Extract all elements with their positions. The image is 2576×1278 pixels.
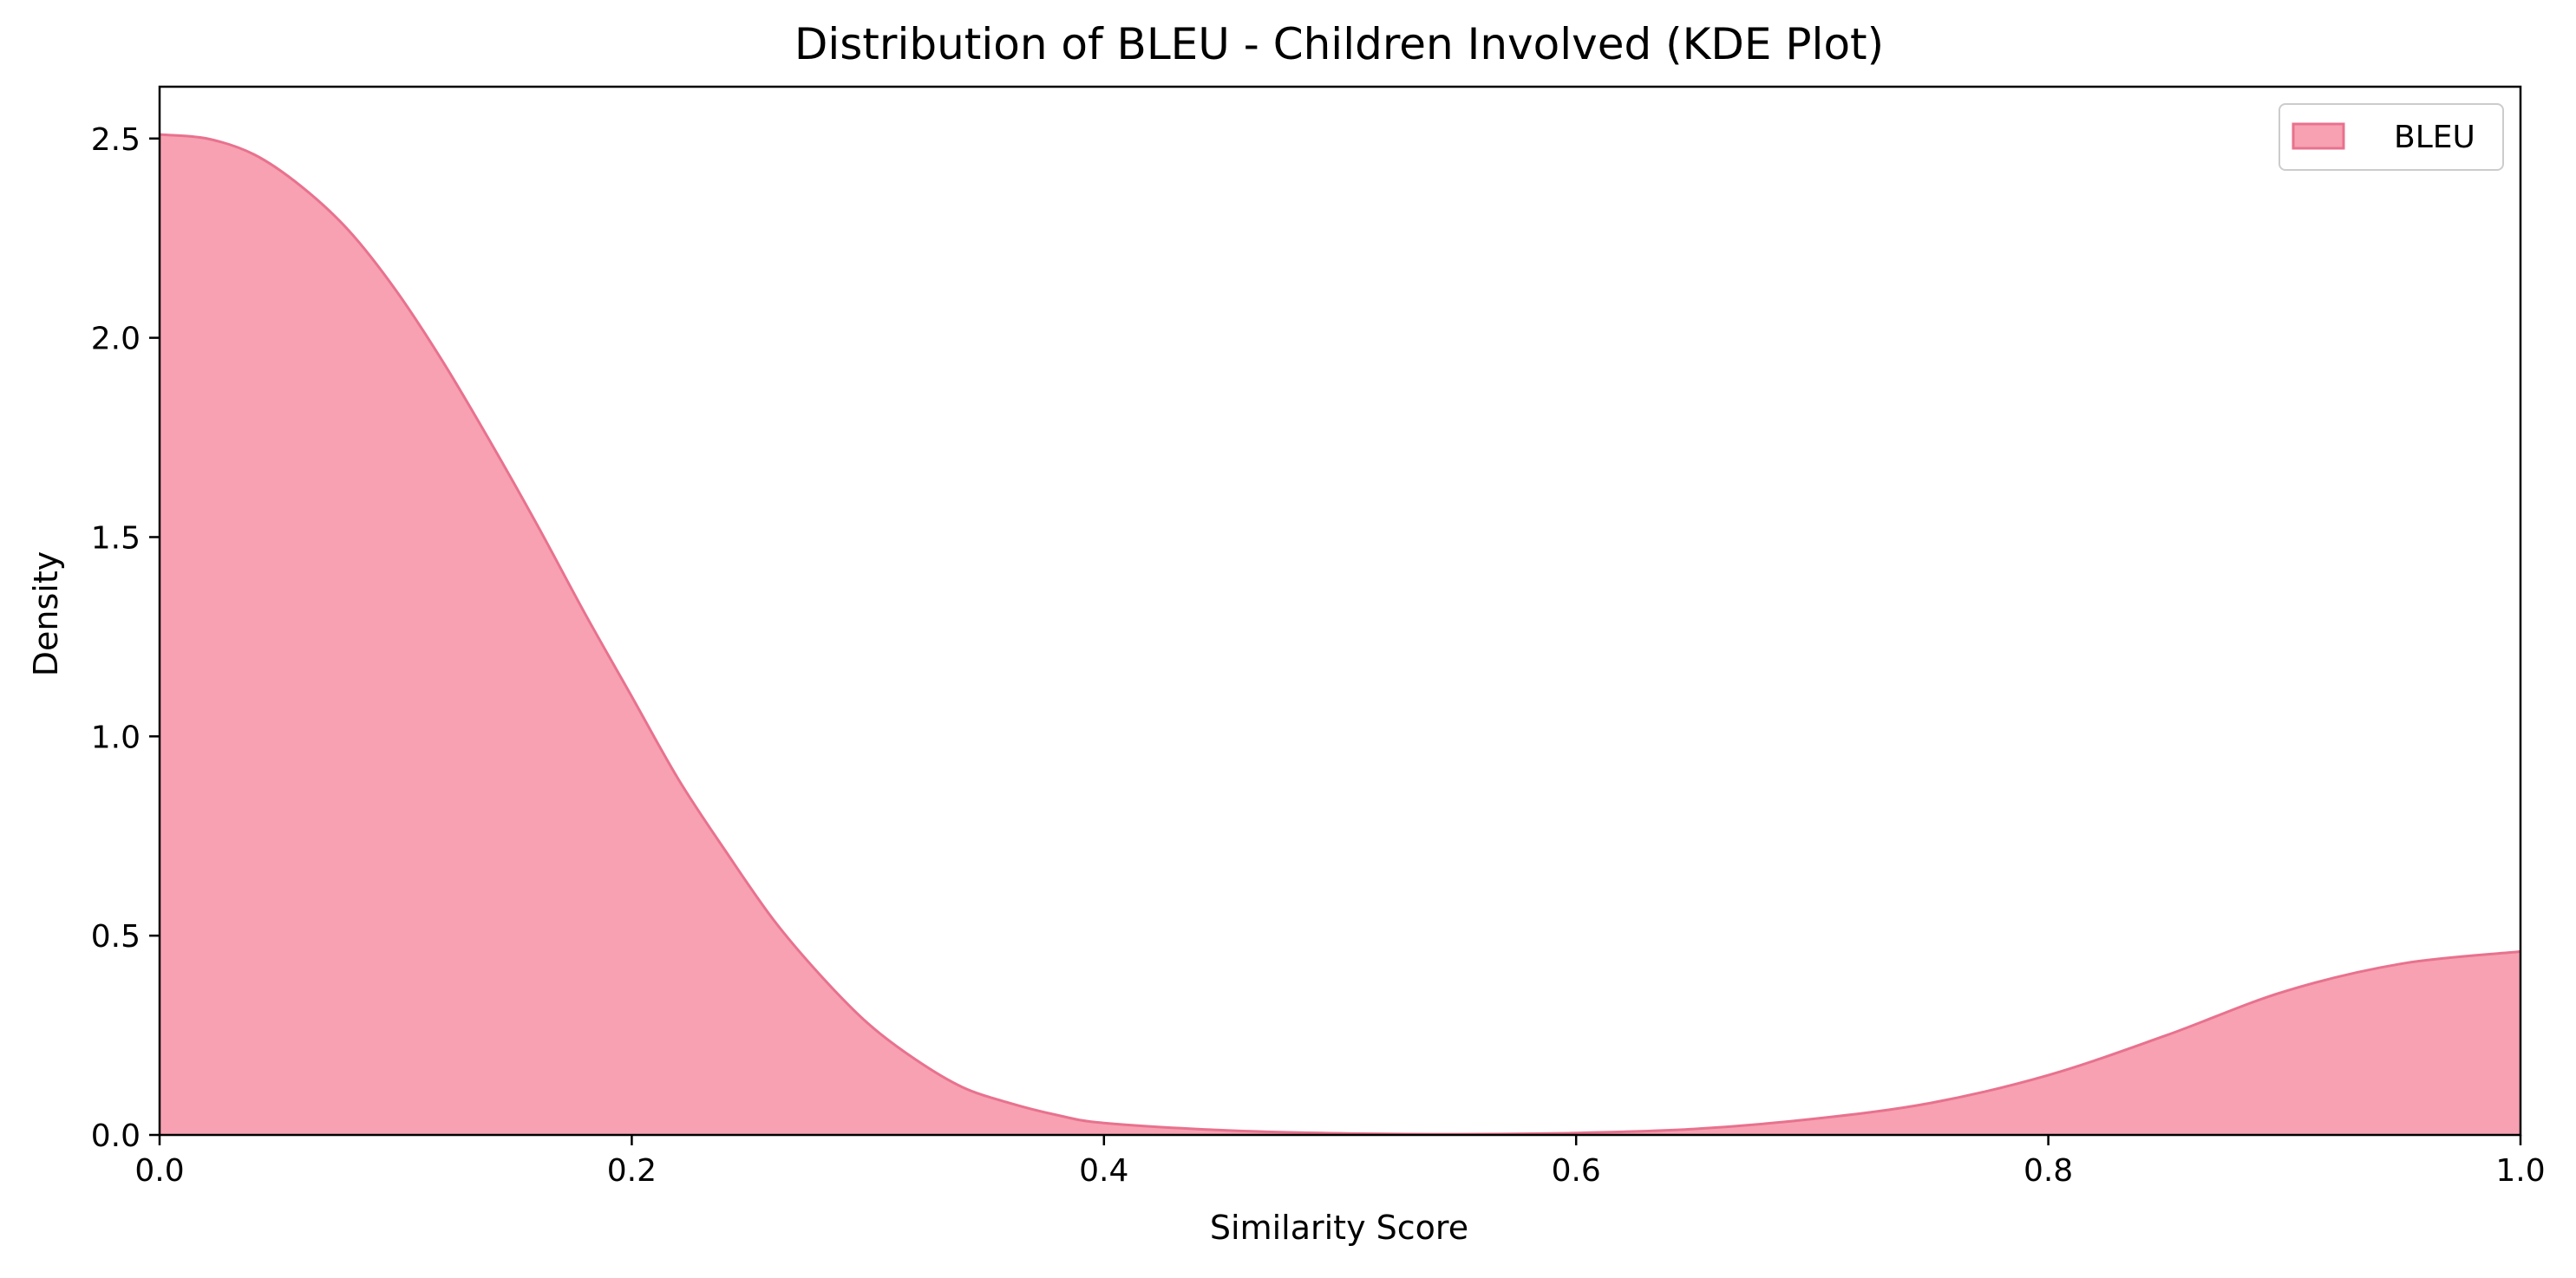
y-tick-label: 2.0 (91, 322, 141, 357)
legend: BLEU (2279, 103, 2504, 171)
y-tick-label: 2.5 (91, 122, 141, 158)
y-tick-label: 1.5 (91, 520, 141, 556)
x-axis-label: Similarity Score (1210, 1209, 1468, 1247)
legend-box (2279, 103, 2504, 171)
legend-swatch (2292, 122, 2345, 150)
y-tick-label: 0.0 (91, 1118, 141, 1154)
x-tick-label: 0.8 (2024, 1153, 2073, 1189)
plot-area (159, 133, 2521, 1136)
x-tick-label: 0.6 (1552, 1153, 1601, 1189)
y-tick-label: 1.0 (91, 720, 141, 755)
y-axis-label: Density (27, 551, 65, 676)
y-tick-label: 0.5 (91, 919, 141, 955)
x-tick-label: 0.4 (1079, 1153, 1128, 1189)
series-area-0 (160, 134, 2520, 1135)
axes-frame (158, 85, 2522, 1137)
legend-label: BLEU (2394, 120, 2475, 155)
x-tick-label: 0.2 (607, 1153, 657, 1189)
axes: 0.0 0.2 0.4 0.6 0.8 1.0 0.0 0.5 1.0 1.5 2.0 2.5 (91, 85, 2546, 1189)
x-tick-label: 1.0 (2495, 1153, 2545, 1189)
chart-title: Distribution of BLEU - Children Involved… (794, 19, 1884, 69)
series-line-0 (159, 133, 2521, 1136)
x-tick-label: 0.0 (134, 1153, 184, 1189)
